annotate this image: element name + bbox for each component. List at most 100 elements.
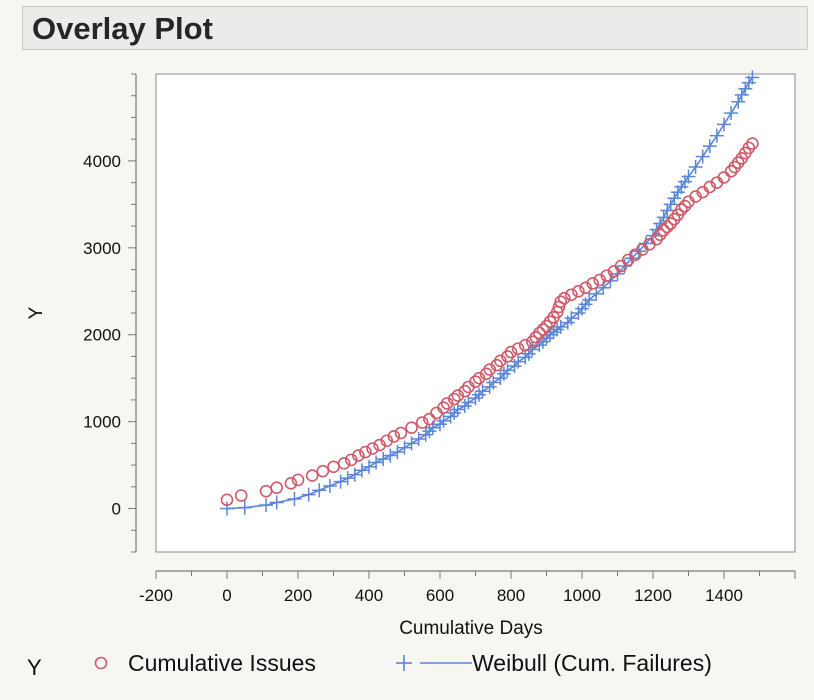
cumulative-issues-point: [483, 363, 497, 376]
weibull-point: [546, 325, 561, 340]
cumulative-issues-point: [533, 326, 546, 340]
cumulative-issues-point: [352, 449, 365, 462]
weibull-point: [461, 395, 476, 410]
weibull-point: [724, 106, 739, 121]
cumulative-issues-point: [703, 180, 717, 194]
weibull-point: [681, 169, 696, 184]
y-axis-ticks: 0 1000 2000 3000 4000: [83, 73, 136, 553]
y-tick-label: 1000: [83, 413, 121, 432]
x-tick-label: 200: [284, 586, 312, 605]
y-tick-label: 3000: [83, 239, 121, 258]
x-tick-label: 400: [355, 586, 383, 605]
weibull-point: [745, 70, 760, 85]
y-tick-label: 2000: [83, 326, 121, 345]
cumulative-issues-point: [447, 392, 461, 406]
cumulative-issues-point: [394, 426, 408, 440]
cumulative-issues-point: [565, 288, 578, 302]
cumulative-issues-point: [415, 416, 429, 429]
cumulative-issues-point: [518, 338, 532, 352]
weibull-point: [422, 424, 437, 439]
cumulative-issues-point: [689, 190, 702, 203]
x-tick-label: 800: [497, 586, 525, 605]
cumulative-issues-point: [316, 464, 330, 478]
cumulative-issues-point: [557, 291, 571, 305]
legend-plus-line-marker: [396, 655, 472, 671]
weibull-point: [269, 495, 284, 510]
weibull-point: [475, 384, 490, 399]
weibull-point: [564, 311, 579, 326]
panel-title: Overlay Plot: [32, 11, 213, 46]
panel-title-bar[interactable]: Overlay Plot: [22, 6, 808, 50]
weibull-point: [702, 139, 717, 154]
weibull-point: [496, 366, 511, 381]
weibull-point: [312, 483, 327, 498]
x-axis-label: Cumulative Days: [399, 618, 543, 639]
weibull-point: [333, 474, 348, 489]
cumulative-issues-point: [305, 469, 319, 482]
plot-frame: [155, 73, 796, 553]
weibull-point: [433, 417, 447, 432]
weibull-point: [667, 191, 682, 206]
x-axis-ticks: -200 0 200 400 600 800 1000 1200 1400: [139, 571, 796, 605]
x-tick-label: 1200: [634, 586, 672, 605]
cumulative-issues-point: [373, 438, 386, 452]
weibull-point: [340, 471, 355, 486]
cumulative-issues-point: [536, 323, 550, 336]
cumulative-issues-point: [405, 421, 418, 435]
cumulative-issues-point: [344, 453, 358, 467]
weibull-point: [709, 128, 724, 143]
weibull-point: [287, 491, 302, 506]
weibull-point: [734, 87, 749, 102]
weibull-point: [663, 197, 678, 212]
weibull-point: [447, 405, 462, 420]
cumulative-issues-point: [554, 295, 568, 309]
weibull-point: [550, 322, 565, 337]
weibull-point: [472, 387, 487, 402]
weibull-point: [259, 498, 274, 513]
weibull-point: [660, 203, 675, 218]
weibull-point: [582, 292, 597, 307]
weibull-point: [486, 375, 501, 390]
weibull-point: [511, 354, 526, 369]
legend-item-cumulative-issues: Cumulative Issues: [128, 650, 316, 676]
cumulative-issues-point: [234, 489, 248, 502]
cumulative-issues-point: [586, 277, 599, 290]
y-tick-label: 0: [112, 500, 121, 519]
y-axis-label: Y: [26, 306, 47, 319]
x-tick-label: 600: [426, 586, 454, 605]
cumulative-issues-point: [284, 477, 298, 490]
cumulative-issues-point: [270, 481, 284, 494]
cumulative-issues-point: [572, 284, 585, 298]
weibull-point: [553, 319, 568, 334]
weibull-point: [468, 391, 483, 406]
cumulative-issues-point: [657, 224, 670, 237]
weibull-point: [354, 463, 369, 478]
weibull-point: [443, 409, 458, 424]
weibull-point: [717, 117, 731, 132]
series-layer: [220, 70, 760, 516]
cumulative-issues-point: [746, 137, 759, 150]
cumulative-issues-point: [380, 434, 394, 448]
legend-circle-marker: [94, 656, 108, 670]
x-tick-label: 1000: [563, 586, 601, 605]
cumulative-issues-point: [579, 281, 592, 295]
cumulative-issues-point: [220, 493, 234, 507]
weibull-point: [411, 432, 426, 447]
weibull-point: [322, 478, 337, 493]
legend-title: Y: [27, 655, 42, 680]
weibull-point: [404, 436, 419, 451]
cumulative-issues-point: [593, 273, 607, 287]
weibull-point: [518, 350, 533, 365]
weibull-point: [457, 398, 472, 413]
weibull-point: [731, 94, 746, 109]
cumulative-issues-point: [494, 354, 507, 368]
weibull-point: [589, 286, 604, 301]
cumulative-issues-point: [440, 397, 454, 410]
x-tick-label: 0: [222, 586, 231, 605]
cumulative-issues-point: [660, 220, 674, 234]
weibull-point: [688, 159, 703, 174]
cumulative-issues-point: [472, 371, 486, 385]
weibull-point: [695, 149, 710, 164]
